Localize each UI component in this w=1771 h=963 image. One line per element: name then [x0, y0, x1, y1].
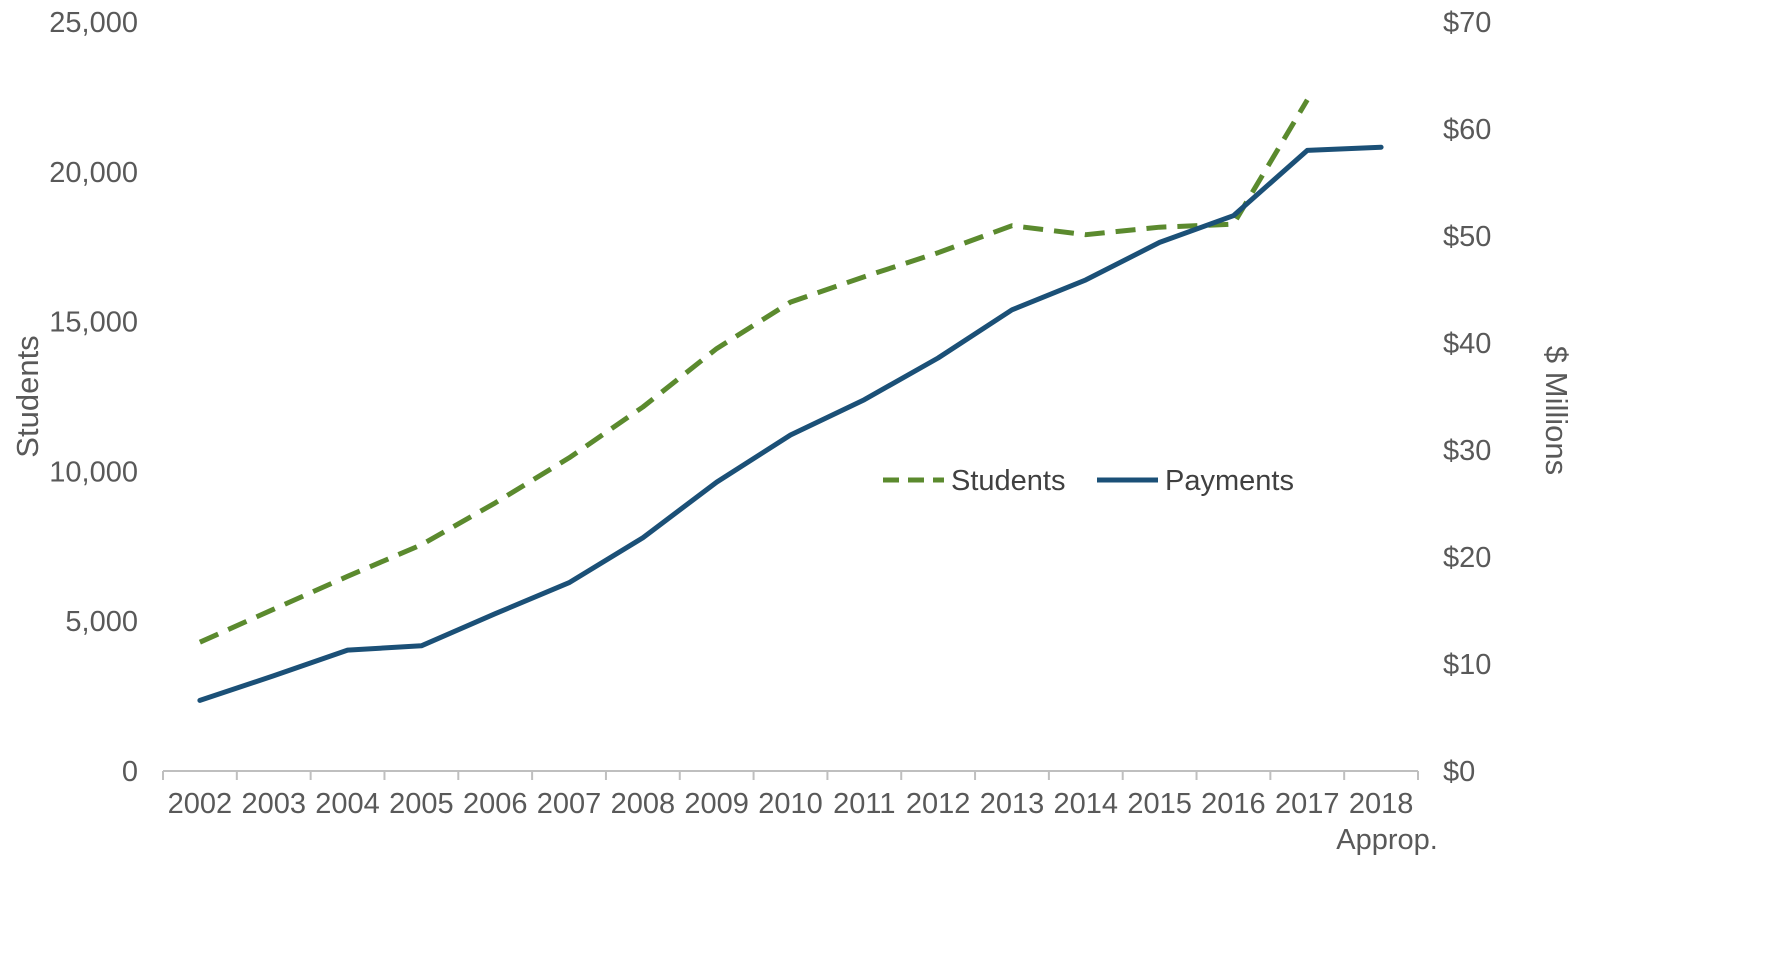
left-y-tick-label: 0 [122, 756, 138, 788]
x-tick-label: 2007 [537, 788, 602, 820]
right-y-tick-label: $50 [1443, 221, 1491, 253]
right-y-tick-label: $20 [1443, 542, 1491, 574]
right-y-tick-label: $30 [1443, 435, 1491, 467]
x-tick-label: 2015 [1127, 788, 1192, 820]
left-y-tick-label: 5,000 [65, 606, 138, 638]
x-tick-label: 2009 [684, 788, 749, 820]
x-tick-label: 2018 [1349, 788, 1414, 820]
right-y-tick-label: $0 [1443, 756, 1475, 788]
right-axis-tick-labels: $0 $10 $20 $30 $40 $50 $60 $70 [1443, 7, 1491, 788]
right-y-tick-label: $10 [1443, 649, 1491, 681]
x-axis-tick-labels: 2002 2003 2004 2005 2006 2007 2008 2009 2010 2011… [168, 788, 1438, 856]
x-tick-label: 2004 [315, 788, 380, 820]
legend-label-payments: Payments [1165, 465, 1294, 497]
right-axis-title: $ Millions [1539, 346, 1574, 475]
left-axis-title: Students [10, 335, 45, 457]
x-tick-label: 2014 [1054, 788, 1119, 820]
left-y-tick-label: 20,000 [49, 157, 138, 189]
left-y-tick-label: 10,000 [49, 456, 138, 488]
x-tick-label: 2011 [833, 788, 895, 820]
x-tick-sublabel: Approp. [1336, 824, 1438, 856]
x-tick-label: 2008 [611, 788, 676, 820]
series-line-students [198, 98, 1310, 645]
x-tick-label: 2005 [389, 788, 454, 820]
right-y-tick-label: $40 [1443, 328, 1491, 360]
right-y-tick-label: $60 [1443, 114, 1491, 146]
x-tick-label: 2016 [1201, 788, 1266, 820]
left-y-tick-label: 25,000 [49, 7, 138, 39]
x-tick-label: 2002 [168, 788, 233, 820]
x-tick-label: 2010 [758, 788, 823, 820]
left-axis-tick-labels: 0 5,000 10,000 15,000 20,000 25,000 [49, 7, 138, 788]
x-tick-label: 2003 [241, 788, 306, 820]
series-line-payments [197, 144, 1384, 703]
x-tick-label: 2017 [1275, 788, 1340, 820]
tick-marks [162, 771, 1419, 780]
legend: Students Payments [883, 465, 1294, 497]
x-tick-label: 2006 [463, 788, 528, 820]
x-tick-label: 2012 [906, 788, 971, 820]
series-lines [197, 98, 1384, 703]
right-y-tick-label: $70 [1443, 7, 1491, 39]
x-tick-label: 2013 [980, 788, 1045, 820]
legend-label-students: Students [951, 465, 1065, 497]
left-y-tick-label: 15,000 [49, 307, 138, 339]
